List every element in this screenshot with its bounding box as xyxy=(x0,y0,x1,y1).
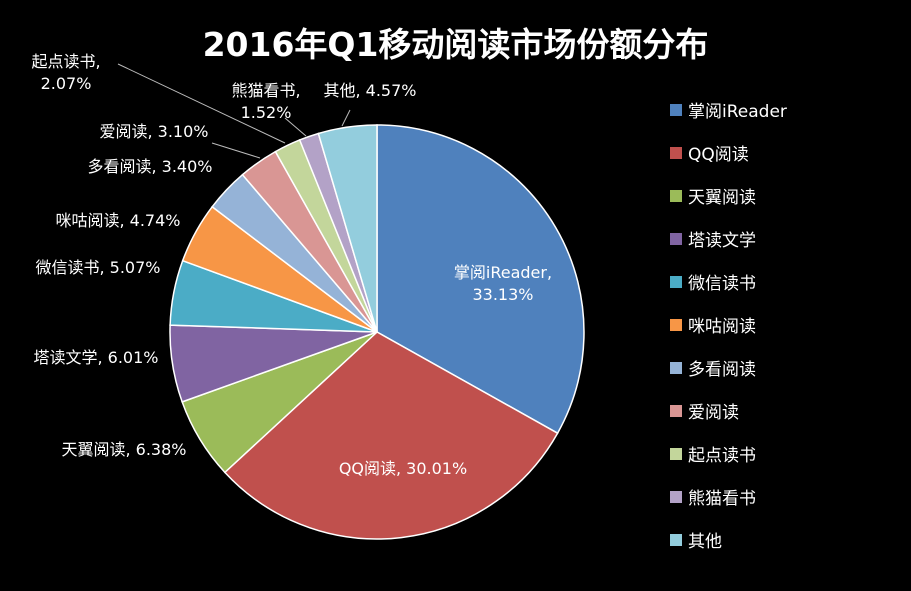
legend-swatch xyxy=(670,318,682,331)
legend-swatch xyxy=(670,232,682,245)
legend-swatch xyxy=(670,361,682,374)
legend-label: 咪咕阅读 xyxy=(688,317,756,337)
slice-data-label: 多看阅读, 3.40% xyxy=(87,157,212,176)
legend-swatch xyxy=(670,533,682,546)
legend-item: 掌阅iReader xyxy=(670,88,787,131)
pie-slices xyxy=(169,124,585,540)
legend-item: 塔读文学 xyxy=(670,217,787,260)
legend-swatch xyxy=(670,103,682,116)
legend: 掌阅iReader QQ阅读天翼阅读塔读文学微信读书咪咕阅读多看阅读爱阅读起点读书… xyxy=(670,88,787,561)
leader-line xyxy=(211,142,261,159)
legend-item: 多看阅读 xyxy=(670,346,787,389)
slice-data-label: 天翼阅读, 6.38% xyxy=(61,440,186,459)
data-labels: 掌阅iReader, 33.13% QQ阅读, 30.01% 天翼阅读, 6.38% 塔… xyxy=(31,52,552,478)
pie-slice xyxy=(317,124,378,333)
legend-item: 天翼阅读 xyxy=(670,174,787,217)
legend-swatch xyxy=(670,146,682,159)
legend-label: QQ阅读 xyxy=(688,145,749,165)
legend-item: 其他 xyxy=(670,518,787,561)
pie-slice xyxy=(376,124,585,435)
slice-data-label: QQ阅读, 30.01% xyxy=(339,459,467,478)
slice-data-label: 掌阅iReader, 33.13% xyxy=(454,263,552,304)
legend-label: 其他 xyxy=(688,532,722,552)
legend-swatch xyxy=(670,275,682,288)
legend-swatch xyxy=(670,189,682,202)
legend-label: 掌阅iReader xyxy=(688,102,787,122)
slice-data-label: 咪咕阅读, 4.74% xyxy=(55,211,180,230)
chart-title: 2016年Q1移动阅读市场份额分布 xyxy=(202,25,709,64)
legend-swatch xyxy=(670,447,682,460)
slice-data-label: 熊猫看书, 1.52% xyxy=(231,81,300,122)
leader-line xyxy=(284,117,307,137)
slice-data-label: 起点读书, 2.07% xyxy=(31,52,100,93)
legend-item: 熊猫看书 xyxy=(670,475,787,518)
slice-data-label: 塔读文学, 6.01% xyxy=(33,348,158,367)
legend-swatch xyxy=(670,490,682,503)
leader-lines xyxy=(117,63,351,159)
legend-label: 熊猫看书 xyxy=(688,489,756,509)
legend-swatch xyxy=(670,404,682,417)
legend-label: 爱阅读 xyxy=(688,403,739,423)
slice-data-label: 爱阅读, 3.10% xyxy=(99,122,208,141)
legend-label: 塔读文学 xyxy=(688,231,756,251)
legend-item: 咪咕阅读 xyxy=(670,303,787,346)
legend-label: 多看阅读 xyxy=(688,360,756,380)
legend-label: 微信读书 xyxy=(688,274,756,294)
legend-item: 微信读书 xyxy=(670,260,787,303)
slice-data-label: 微信读书, 5.07% xyxy=(35,258,160,277)
legend-item: 起点读书 xyxy=(670,432,787,475)
leader-line xyxy=(117,63,286,144)
legend-item: QQ阅读 xyxy=(670,131,787,174)
slice-data-label: 其他, 4.57% xyxy=(323,81,416,100)
legend-label: 起点读书 xyxy=(688,446,756,466)
leader-line xyxy=(341,109,351,127)
legend-item: 爱阅读 xyxy=(670,389,787,432)
pie-slice xyxy=(223,331,559,540)
legend-label: 天翼阅读 xyxy=(688,188,756,208)
